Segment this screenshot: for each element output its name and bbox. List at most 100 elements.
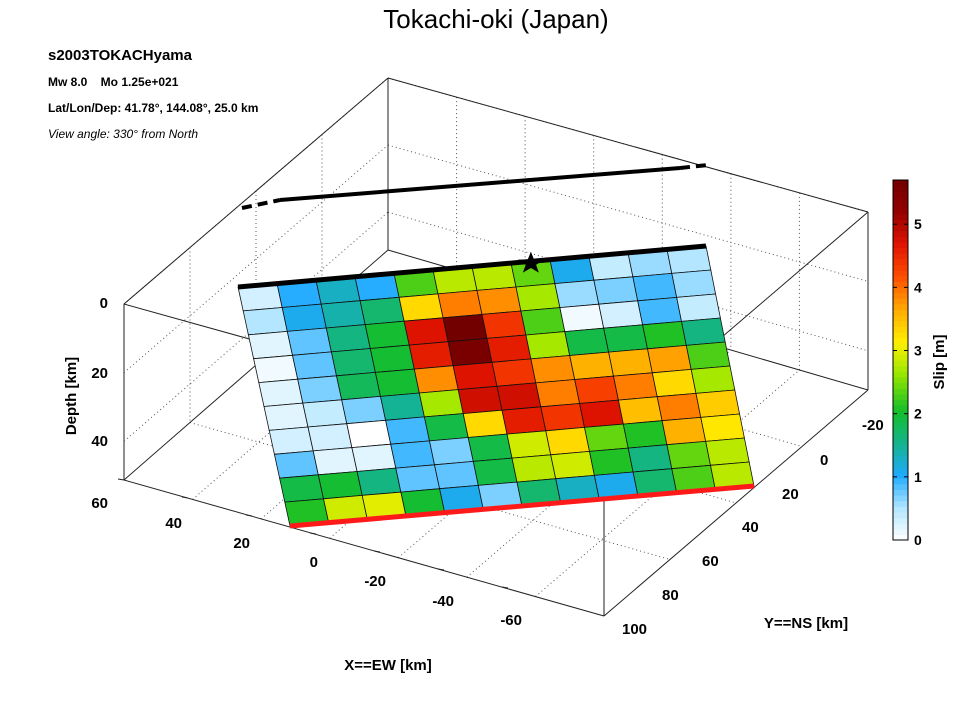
slip-patch <box>637 296 682 326</box>
colorbar-segment <box>893 399 908 406</box>
slip-patch <box>589 447 634 476</box>
magnitude-line: Mw 8.0 Mo 1.25e+021 <box>48 75 179 89</box>
colorbar-segment <box>893 360 908 367</box>
slip-patch <box>312 447 358 476</box>
slip-patch <box>501 406 547 435</box>
slip-patch <box>642 320 687 350</box>
slip-patch <box>627 444 673 473</box>
slip-patch <box>398 293 444 322</box>
slip-patch <box>593 276 639 305</box>
colorbar-tick-label: 4 <box>914 279 922 295</box>
slip-patch <box>647 344 692 374</box>
colorbar-segment <box>893 213 908 220</box>
slip-patch <box>434 460 479 490</box>
colorbar <box>893 180 908 541</box>
slip-patch <box>656 392 702 422</box>
colorbar-segment <box>893 455 908 462</box>
y-tick-label: 60 <box>702 553 719 570</box>
slip-patch <box>603 324 648 353</box>
slip-patch <box>380 392 425 421</box>
slip-patch <box>364 320 410 349</box>
z-axis-label: Depth [km] <box>63 357 80 435</box>
slip-patch <box>351 443 397 472</box>
location-line: Lat/Lon/Dep: 41.78°, 144.08°, 25.0 km <box>48 101 258 115</box>
fault-top-edge <box>237 243 707 290</box>
slip-patch <box>336 371 381 401</box>
slip-patch <box>520 307 566 336</box>
frame-edge <box>603 389 869 617</box>
colorbar-segment <box>893 444 908 451</box>
slip-patch <box>564 327 610 356</box>
colorbar-segment <box>893 427 908 434</box>
colorbar-segment <box>893 511 908 519</box>
slip-patch <box>535 379 581 408</box>
y-tick-label: 0 <box>820 452 828 469</box>
slip-patch <box>681 317 726 346</box>
colorbar-segment <box>893 219 908 226</box>
slip-patch <box>359 296 405 326</box>
slip-patch <box>491 358 537 387</box>
slip-patch <box>307 423 353 452</box>
slip-patch <box>515 283 561 312</box>
slip-patch <box>550 450 595 480</box>
slip-patch <box>525 331 571 360</box>
slip-patch <box>666 440 711 470</box>
slip-patch <box>281 303 327 332</box>
x-tick-label: 40 <box>165 515 182 532</box>
slip-patch <box>437 289 483 319</box>
slip-patch <box>292 351 337 380</box>
colorbar-tick-label: 0 <box>914 532 922 548</box>
slip-patch <box>676 293 721 322</box>
colorbar-segment <box>893 270 908 277</box>
slip-patch <box>598 300 644 329</box>
slip-patch <box>554 279 600 309</box>
chart-title: Tokachi-oki (Japan) <box>383 4 608 34</box>
surface-trace <box>241 163 709 210</box>
colorbar-segment <box>893 534 908 541</box>
colorbar-segment <box>893 483 908 490</box>
view-angle-line: View angle: 330° from North <box>48 127 198 141</box>
slip-patch <box>442 313 488 343</box>
colorbar-tick-label: 5 <box>914 216 922 232</box>
slip-patch <box>408 341 454 370</box>
colorbar-segment <box>893 466 908 474</box>
z-tick-label: 20 <box>91 365 108 382</box>
colorbar-segment <box>893 472 908 479</box>
slip-patch <box>700 413 745 442</box>
slip-patch <box>671 269 717 298</box>
slip-patch <box>346 419 392 449</box>
colorbar-segment <box>893 191 908 198</box>
slip-patch <box>273 450 319 479</box>
slip-patch <box>486 334 532 363</box>
colorbar-segment <box>893 421 908 429</box>
frame-edge <box>387 77 869 213</box>
colorbar-tick-label: 3 <box>914 343 922 359</box>
colorbar-segment <box>893 247 908 254</box>
y-tick-label: 20 <box>782 486 799 503</box>
slip-patch <box>622 420 668 449</box>
z-axis: 0 20 40 60 Depth [km] <box>63 295 108 512</box>
slip-patch <box>330 348 376 377</box>
colorbar-segment <box>893 326 908 333</box>
slip-patch <box>476 286 522 315</box>
slip-patch <box>390 440 435 469</box>
colorbar-segment <box>893 180 908 187</box>
slip-patch <box>617 396 663 425</box>
colorbar-segment <box>893 506 908 513</box>
slip-patch <box>263 402 309 431</box>
event-id: s2003TOKACHyama <box>48 47 193 64</box>
slip-patch <box>369 344 415 373</box>
slip-patch <box>467 433 513 462</box>
colorbar-segment <box>893 433 908 440</box>
colorbar-segment <box>893 275 908 282</box>
colorbar-segment <box>893 450 908 457</box>
fault-bottom-edge <box>289 483 755 529</box>
slip-patch <box>429 437 474 466</box>
slip-patch <box>632 272 678 302</box>
slip-patch <box>496 382 542 411</box>
colorbar-segment <box>893 354 908 361</box>
x-tick-label: 20 <box>233 535 250 552</box>
colorbar-segment <box>893 500 908 507</box>
colorbar-segment <box>893 315 908 322</box>
